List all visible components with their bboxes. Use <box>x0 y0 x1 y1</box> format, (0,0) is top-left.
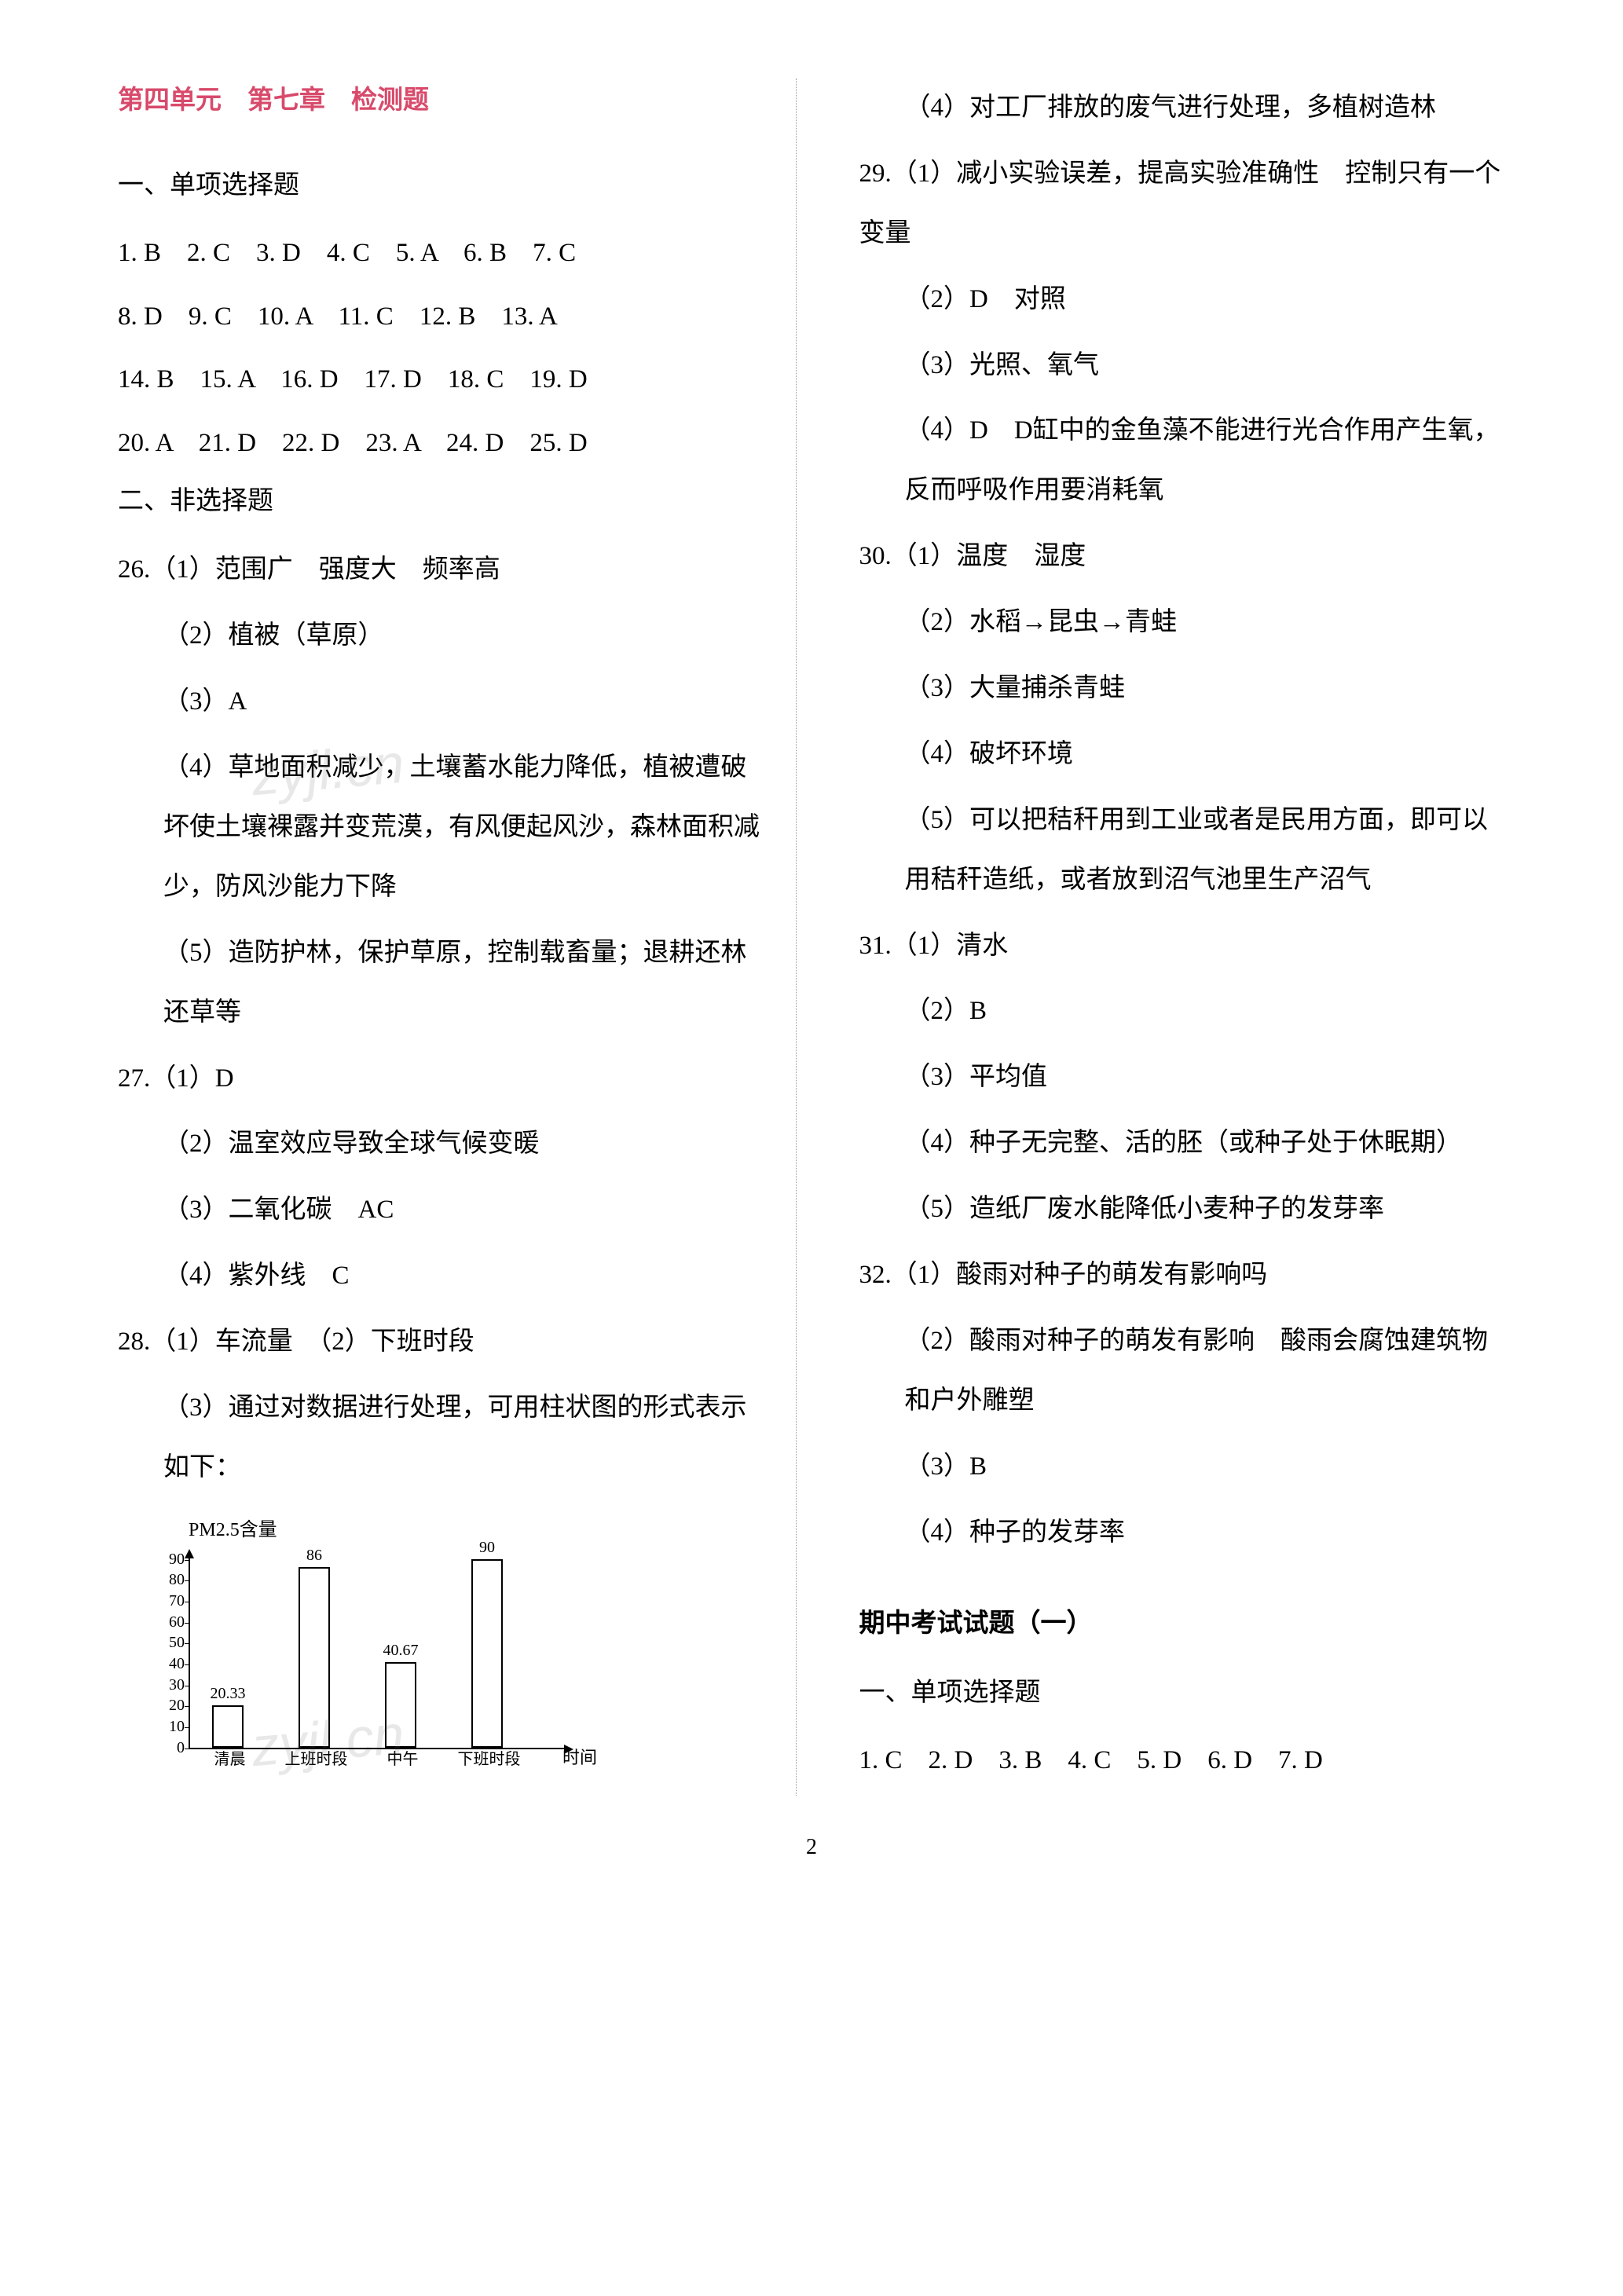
q26-p5: （5）造防护林，保护草原，控制载畜量；退耕还林还草等 <box>118 924 764 1043</box>
q-num: 30. <box>859 542 892 570</box>
right-column: （4）对工厂排放的废气进行处理，多植树造林 29.（1）减小实验误差，提高实验准… <box>844 79 1506 1796</box>
y-axis <box>189 1553 190 1749</box>
page-container: 第四单元 第七章 检测题 一、单项选择题 1. B 2. C 3. D 4. C… <box>118 79 1505 1796</box>
bar <box>299 1567 330 1747</box>
y-tick <box>185 1727 189 1728</box>
y-tick-label: 30 <box>161 1676 185 1694</box>
chart-area: 010203040506070809020.33清晨86上班时段40.67中午9… <box>165 1545 573 1765</box>
bar-value-label: 40.67 <box>377 1642 424 1660</box>
y-tick <box>185 1560 189 1561</box>
y-tick-label: 50 <box>161 1634 185 1652</box>
bar <box>212 1705 244 1748</box>
mc-answer-row: 1. B 2. C 3. D 4. C 5. A 6. B 7. C <box>118 225 764 282</box>
answer-text: （1）D <box>150 1064 233 1093</box>
q-num: 32. <box>859 1261 892 1289</box>
q32-p3: （3）B <box>859 1437 1506 1497</box>
q30-p2: （2）水稻→昆虫→青蛙 <box>859 593 1506 653</box>
q-num: 31. <box>859 932 892 960</box>
q-num: 27. <box>118 1064 150 1093</box>
y-tick <box>185 1623 189 1624</box>
answer-text: （1）减小实验误差，提高实验准确性 控制只有一个变量 <box>859 159 1501 247</box>
q32-p2: （2）酸雨对种子的萌发有影响 酸雨会腐蚀建筑物和户外雕塑 <box>859 1312 1506 1431</box>
q29-p3: （3）光照、氧气 <box>859 336 1506 396</box>
q31-p5: （5）造纸厂废水能降低小麦种子的发芽率 <box>859 1180 1506 1240</box>
x-axis-label: 时间 <box>562 1744 597 1769</box>
q32-p1: 32.（1）酸雨对种子的萌发有影响吗 <box>859 1246 1506 1305</box>
q28-p4: （4）对工厂排放的废气进行处理，多植树造林 <box>859 79 1506 138</box>
y-tick-label: 10 <box>161 1718 185 1736</box>
chart-title: PM2.5含量 <box>189 1514 764 1541</box>
q27-p4: （4）紫外线 C <box>118 1247 764 1306</box>
x-category-label: 中午 <box>365 1746 440 1769</box>
y-tick-label: 60 <box>161 1613 185 1631</box>
bar-value-label: 86 <box>291 1547 338 1565</box>
answer-text: （1）温度 湿度 <box>892 542 1086 570</box>
section1-header: 一、单项选择题 <box>118 163 764 201</box>
q30-p3: （3）大量捕杀青蛙 <box>859 659 1506 719</box>
y-tick <box>185 1664 189 1665</box>
mc-answer-row: 8. D 9. C 10. A 11. C 12. B 13. A <box>118 288 764 346</box>
answer-text: （1）车流量 （2）下班时段 <box>150 1327 474 1356</box>
y-tick-label: 20 <box>161 1697 185 1715</box>
chapter-title: 第四单元 第七章 检测题 <box>118 79 764 116</box>
exam-mc-answers: 1. C 2. D 3. B 4. C 5. D 6. D 7. D <box>859 1732 1506 1789</box>
mc-answer-row: 14. B 15. A 16. D 17. D 18. C 19. D <box>118 351 764 408</box>
q29-p2: （2）D 对照 <box>859 270 1506 330</box>
q-num: 28. <box>118 1327 150 1356</box>
q29-p4: （4）D D缸中的金鱼藻不能进行光合作用产生氧，反而呼吸作用要消耗氧 <box>859 401 1506 521</box>
bar-value-label: 90 <box>463 1539 511 1557</box>
q31-p3: （3）平均值 <box>859 1048 1506 1108</box>
q29-p1: 29.（1）减小实验误差，提高实验准确性 控制只有一个变量 <box>859 145 1506 264</box>
y-tick-label: 80 <box>161 1571 185 1589</box>
section2-header: 二、非选择题 <box>118 479 764 517</box>
x-category-label: 清晨 <box>192 1746 267 1769</box>
q28-p3: （3）通过对数据进行处理，可用柱状图的形式表示如下： <box>118 1379 764 1498</box>
y-tick <box>185 1706 189 1707</box>
q32-p4: （4）种子的发芽率 <box>859 1503 1506 1563</box>
bar <box>385 1662 416 1747</box>
left-column: 第四单元 第七章 检测题 一、单项选择题 1. B 2. C 3. D 4. C… <box>118 79 797 1796</box>
q31-p4: （4）种子无完整、活的胚（或种子处于休眠期） <box>859 1114 1506 1174</box>
page-number: 2 <box>118 1835 1505 1860</box>
y-tick-label: 90 <box>161 1551 185 1569</box>
q27-p1: 27.（1）D <box>118 1049 764 1109</box>
x-category-label: 上班时段 <box>279 1746 354 1769</box>
bar-value-label: 20.33 <box>204 1685 251 1703</box>
q31-p1: 31.（1）清水 <box>859 917 1506 976</box>
answer-text: （1）清水 <box>892 932 1009 960</box>
mc-answer-row: 20. A 21. D 22. D 23. A 24. D 25. D <box>118 415 764 472</box>
q26-p1: 26.（1）范围广 强度大 频率高 <box>118 540 764 600</box>
q30-p1: 30.（1）温度 湿度 <box>859 527 1506 587</box>
bar <box>471 1559 503 1748</box>
q28-p1: 28.（1）车流量 （2）下班时段 <box>118 1313 764 1372</box>
q26-p4: （4）草地面积减少，土壤蓄水能力降低，植被遭破坏使土壤裸露并变荒漠，有风便起风沙… <box>118 738 764 917</box>
y-tick <box>185 1643 189 1644</box>
y-tick <box>185 1580 189 1581</box>
q27-p3: （3）二氧化碳 AC <box>118 1181 764 1240</box>
q26-p3: （3）A <box>118 672 764 732</box>
answer-text: （1）酸雨对种子的萌发有影响吗 <box>892 1261 1268 1289</box>
y-tick-label: 40 <box>161 1655 185 1673</box>
x-category-label: 下班时段 <box>452 1746 526 1769</box>
q27-p2: （2）温室效应导致全球气候变暖 <box>118 1115 764 1174</box>
q-num: 29. <box>859 159 892 188</box>
pm25-chart: PM2.5含量 010203040506070809020.33清晨86上班时段… <box>165 1514 764 1765</box>
q-num: 26. <box>118 555 150 584</box>
q30-p5: （5）可以把秸秆用到工业或者是民用方面，即可以用秸秆造纸，或者放到沼气池里生产沼… <box>859 791 1506 910</box>
q31-p2: （2）B <box>859 982 1506 1042</box>
exam-section-header: 一、单项选择题 <box>859 1671 1506 1708</box>
q30-p4: （4）破坏环境 <box>859 725 1506 785</box>
y-tick-label: 0 <box>161 1739 185 1757</box>
answer-text: （1）范围广 强度大 频率高 <box>150 555 500 584</box>
q26-p2: （2）植被（草原） <box>118 606 764 666</box>
exam-title: 期中考试试题（一） <box>859 1602 1506 1639</box>
y-tick-label: 70 <box>161 1592 185 1610</box>
